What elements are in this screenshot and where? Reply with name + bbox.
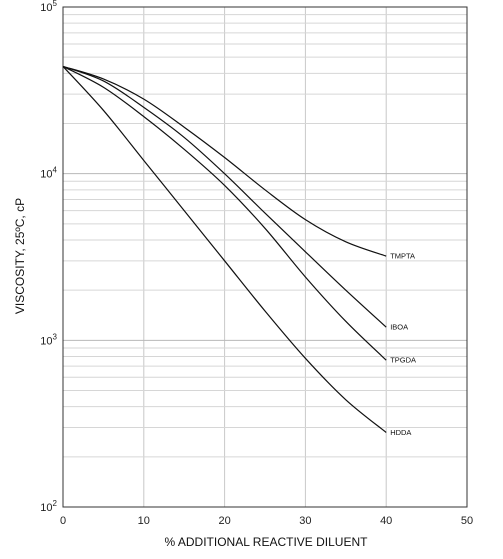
x-axis-label: % ADDITIONAL REACTIVE DILUENT xyxy=(165,535,369,549)
y-tick-label: 102 xyxy=(40,499,57,514)
y-tick-label: 103 xyxy=(40,332,57,347)
series-line-hdda xyxy=(62,66,387,433)
x-tick-label: 30 xyxy=(299,515,311,527)
series-line-iboa xyxy=(62,65,387,328)
series-label-iboa: IBOA xyxy=(390,323,408,332)
plot-border xyxy=(62,6,468,508)
series-label-tpgda: TPGDA xyxy=(390,356,416,365)
x-tick-label: 10 xyxy=(138,515,150,527)
x-tick-label: 40 xyxy=(380,515,392,527)
x-tick-label: 0 xyxy=(60,515,66,527)
series-label-hdda: HDDA xyxy=(390,428,411,437)
y-tick-label: 105 xyxy=(40,0,57,14)
series-lines xyxy=(62,65,387,433)
series-label-tmpta: TMPTA xyxy=(390,252,415,261)
grid xyxy=(63,7,467,507)
y-tick-label: 104 xyxy=(40,166,57,181)
y-axis-label: VISCOSITY, 25ºC, cP xyxy=(13,198,27,314)
series-labels: TMPTA IBOA TPGDA HDDA xyxy=(390,252,416,437)
x-tick-labels: 0 10 20 30 40 50 xyxy=(60,515,473,527)
x-tick-label: 50 xyxy=(461,515,473,527)
x-tick-label: 20 xyxy=(218,515,230,527)
series-line-tmpta xyxy=(62,65,387,257)
series-line-tpgda xyxy=(62,65,387,361)
plot-frame xyxy=(62,6,468,508)
y-tick-labels: 105 104 103 102 xyxy=(40,0,57,514)
